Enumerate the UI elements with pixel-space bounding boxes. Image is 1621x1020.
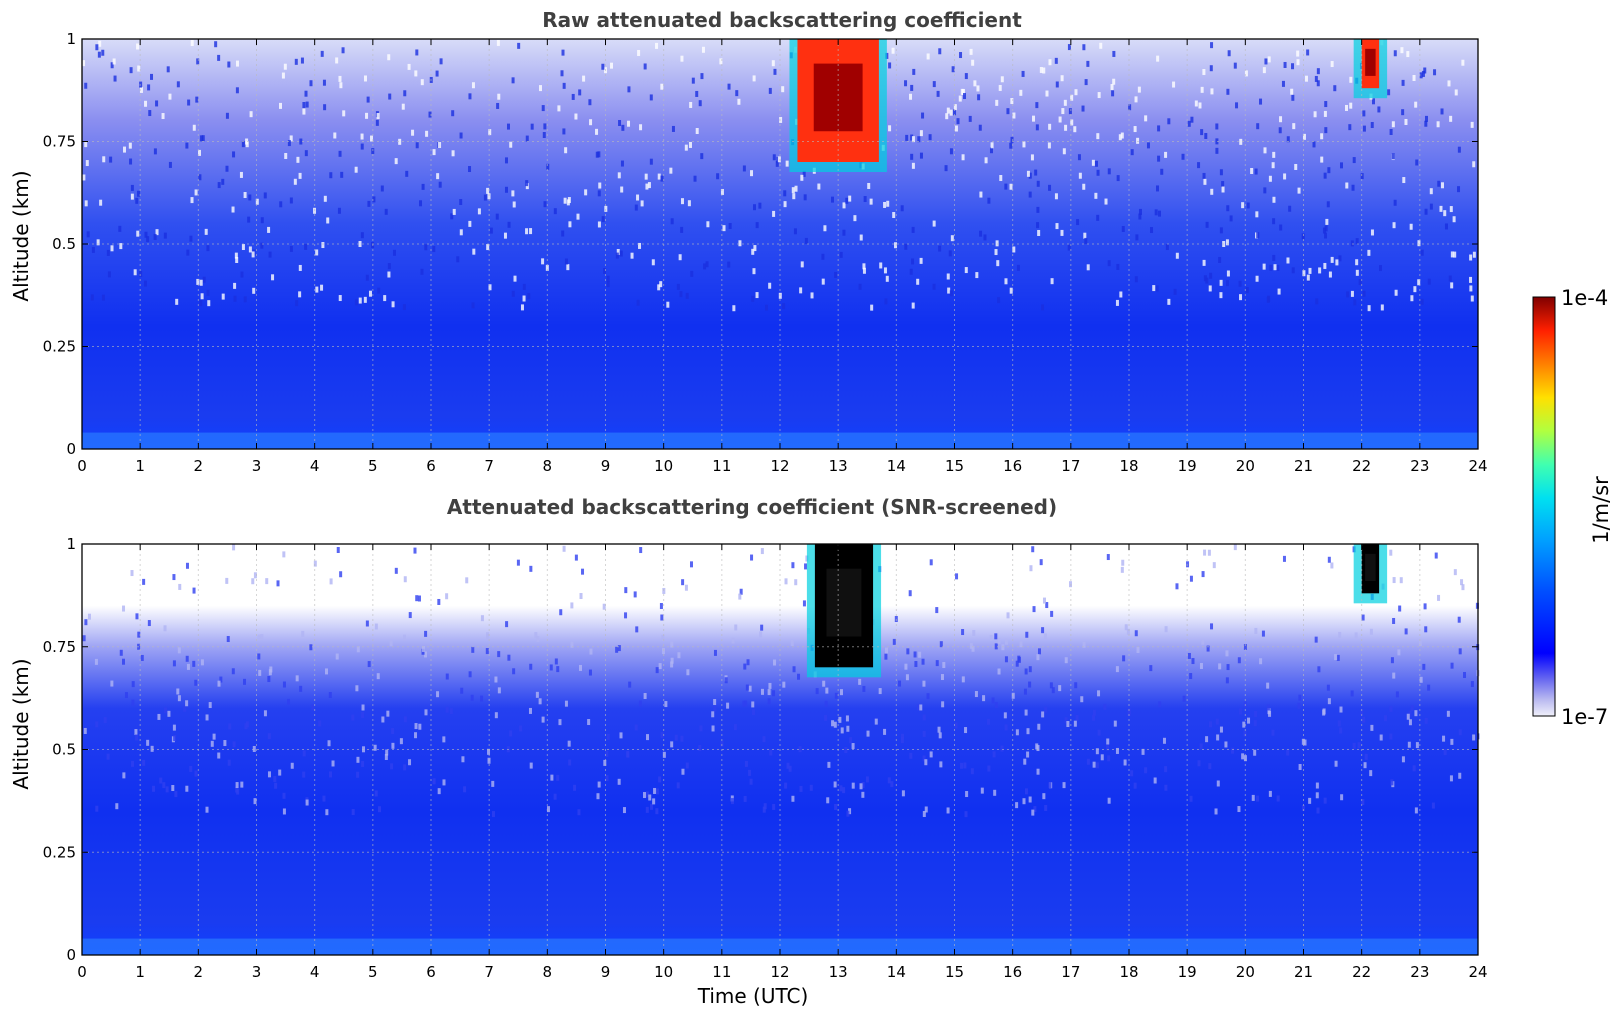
x-tick-label: 16: [1003, 457, 1022, 475]
x-tick-label: 1: [135, 963, 145, 981]
x-tick-label: 0: [77, 457, 87, 475]
x-tick-label: 17: [1061, 457, 1080, 475]
x-tick-label: 5: [368, 963, 378, 981]
x-tick-label: 11: [712, 963, 731, 981]
y-tick-label: 1: [66, 535, 76, 553]
noise-speckle: [82, 39, 1476, 312]
x-tick-label: 12: [770, 963, 789, 981]
x-tick-label: 3: [252, 457, 262, 475]
x-tick-label: 6: [426, 963, 436, 981]
y-tick-label: 0: [66, 946, 76, 964]
x-tick-label: 21: [1294, 963, 1313, 981]
x-tick-label: 9: [601, 457, 611, 475]
y-tick-label: 0.25: [43, 843, 76, 861]
x-tick-label: 9: [601, 963, 611, 981]
panel-raw-ylabel: Altitude (km): [9, 170, 33, 301]
x-tick-label: 6: [426, 457, 436, 475]
colorbar-gradient: [1532, 296, 1556, 717]
grid: [81, 544, 1479, 955]
panel-screened: Attenuated backscattering coefficient (S…: [9, 495, 1488, 1008]
x-tick-label: 10: [654, 457, 673, 475]
x-tick-label: 15: [945, 457, 964, 475]
x-tick-label: 8: [543, 457, 553, 475]
x-tick-label: 11: [712, 457, 731, 475]
x-tick-label: 4: [310, 457, 320, 475]
x-tick-label: 15: [945, 963, 964, 981]
x-tick-label: 23: [1410, 963, 1429, 981]
y-tick-label: 0.25: [43, 338, 76, 356]
x-tick-label: 7: [484, 457, 494, 475]
x-tick-label: 24: [1468, 457, 1487, 475]
x-tick-label: 22: [1352, 963, 1371, 981]
panel-raw: Raw attenuated backscattering coefficien…: [9, 8, 1488, 475]
x-tick-label: 20: [1236, 963, 1255, 981]
x-tick-label: 22: [1352, 457, 1371, 475]
panel-raw-plot-area: 0 1 2 3 4 5 6 7 8 9 10 11 12 13 14 15 16 17 18 19 20 21 22 23 24…: [43, 30, 1488, 475]
cloud-1: [1353, 39, 1388, 99]
y-tick-label: 0.75: [43, 133, 76, 151]
y-tick-label: 0: [66, 440, 76, 458]
x-tick-label: 4: [310, 963, 320, 981]
panel-screened-title: Attenuated backscattering coefficient (S…: [447, 495, 1057, 519]
x-tick-label: 16: [1003, 963, 1022, 981]
x-tick-label: 18: [1119, 963, 1138, 981]
colorbar: 1e-4 1e-7 1/m/sr: [1532, 286, 1613, 729]
noise-speckle: [82, 544, 1480, 818]
x-tick-label: 2: [194, 963, 204, 981]
x-tick-label: 19: [1178, 457, 1197, 475]
x-tick-label: 10: [654, 963, 673, 981]
panel-screened-xlabel: Time (UTC): [697, 984, 809, 1008]
x-tick-label: 19: [1178, 963, 1197, 981]
colorbar-unit-label: 1/m/sr: [1589, 476, 1613, 544]
x-tick-label: 13: [829, 963, 848, 981]
panel-screened-ylabel: Altitude (km): [9, 658, 33, 789]
x-tick-label: 0: [77, 963, 87, 981]
x-tick-label: 2: [194, 457, 204, 475]
x-tick-label: 7: [484, 963, 494, 981]
x-tick-label: 3: [252, 963, 262, 981]
panel-raw-title: Raw attenuated backscattering coefficien…: [542, 8, 1022, 32]
x-tick-label: 14: [887, 457, 906, 475]
panel-screened-plot-area: 0 1 2 3 4 5 6 7 8 9 10 11 12 13 14 15 16 17 18 19 20 21 22 23 24…: [43, 535, 1488, 981]
y-tick-label: 0.5: [52, 741, 76, 759]
x-tick-label: 24: [1468, 963, 1487, 981]
x-tick-label: 20: [1236, 457, 1255, 475]
x-tick-label: 8: [543, 963, 553, 981]
y-tick-label: 1: [66, 30, 76, 48]
x-tick-label: 18: [1119, 457, 1138, 475]
x-tick-label: 21: [1294, 457, 1313, 475]
colorbar-max-label: 1e-4: [1561, 286, 1608, 310]
y-tick-label: 0.5: [52, 235, 76, 253]
colorbar-min-label: 1e-7: [1561, 705, 1608, 729]
x-tick-label: 5: [368, 457, 378, 475]
cloud-0: [806, 544, 882, 678]
y-tick-label: 0.75: [43, 638, 76, 656]
x-tick-label: 12: [770, 457, 789, 475]
cloud-1: [1353, 544, 1388, 604]
x-tick-label: 14: [887, 963, 906, 981]
x-tick-label: 23: [1410, 457, 1429, 475]
x-tick-label: 17: [1061, 963, 1080, 981]
x-tick-label: 13: [829, 457, 848, 475]
x-tick-label: 1: [135, 457, 145, 475]
